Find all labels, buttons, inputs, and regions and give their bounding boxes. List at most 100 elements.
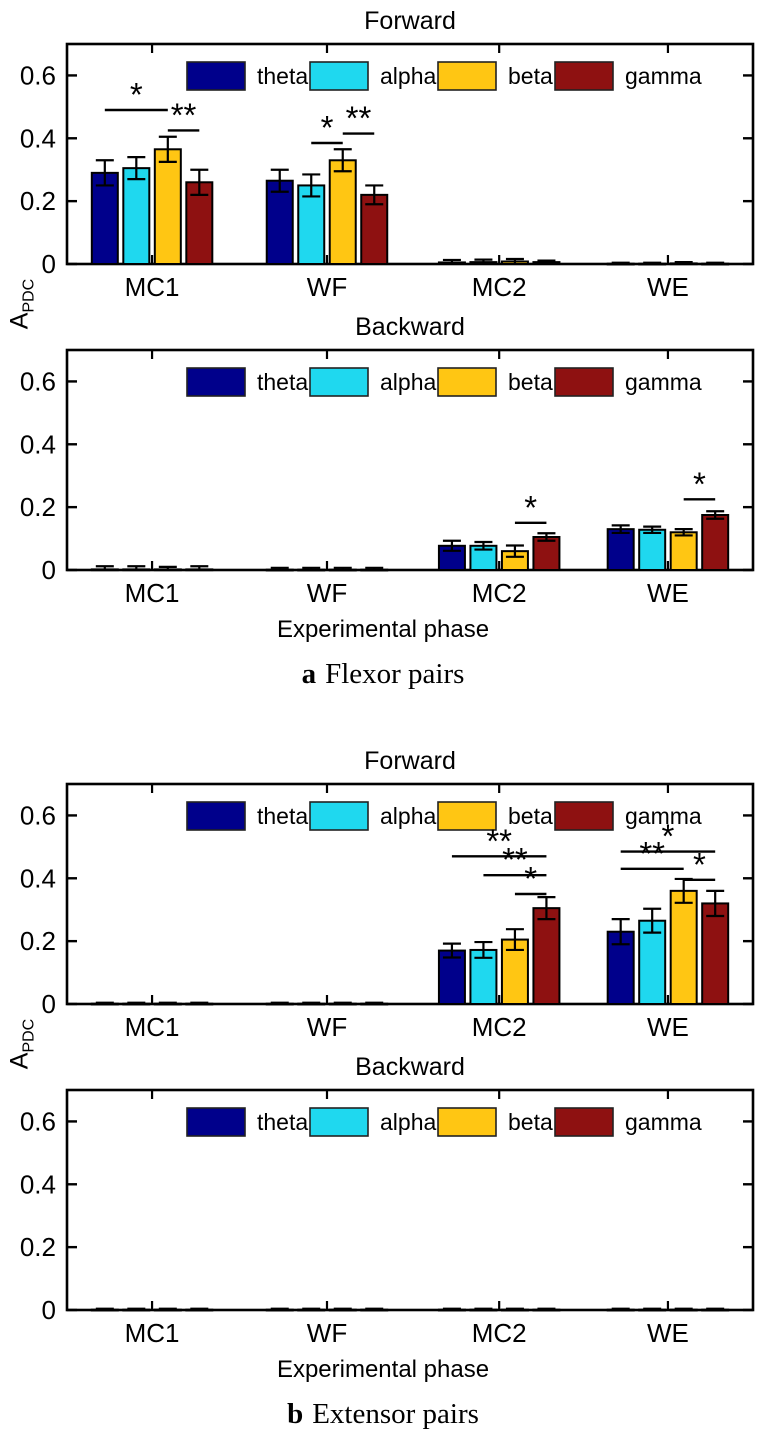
bar-alpha-WF bbox=[297, 184, 326, 265]
y-axis-label-sub: PDC bbox=[20, 1018, 38, 1053]
chart-b-backward: 0 0.2 0.4 0.6 MC1 WF MC2 WE theta alpha beta gamma B… bbox=[20, 1053, 755, 1348]
y-tick-label: 0.6 bbox=[20, 1106, 56, 1136]
chart-title: Forward bbox=[364, 747, 456, 775]
legend-swatch-alpha bbox=[309, 367, 369, 397]
bar-theta-MC1 bbox=[90, 171, 119, 266]
x-category-label: WE bbox=[647, 578, 689, 608]
sig-label: * bbox=[693, 846, 706, 883]
legend-label-beta: beta bbox=[508, 369, 553, 395]
panel-flexor-pairs: APDC 0 0.2 0.4 0.6 MC1 WF MC2 WE theta alpha beta g… bbox=[0, 2, 766, 700]
y-tick-label: 0.2 bbox=[20, 1232, 56, 1262]
panel-a-caption: a Flexor pairs bbox=[0, 658, 766, 700]
bar-alpha-MC1 bbox=[122, 568, 151, 572]
legend-swatch-theta bbox=[186, 61, 246, 91]
legend-label-beta: beta bbox=[508, 63, 553, 89]
x-category-label: WE bbox=[647, 272, 689, 302]
chart-a-forward: 0 0.2 0.4 0.6 MC1 WF MC2 WE theta alpha beta gamma *… bbox=[20, 7, 755, 302]
x-category-label: MC2 bbox=[472, 578, 527, 608]
y-tick-label: 0.4 bbox=[20, 429, 56, 459]
legend-label-theta: theta bbox=[257, 1109, 308, 1135]
y-axis-label: APDC bbox=[6, 279, 39, 329]
sig-label: ** bbox=[639, 835, 665, 872]
panel-b-caption: b Extensor pairs bbox=[0, 1398, 766, 1440]
panel-extensor-pairs: APDC 0 0.2 0.4 0.6 MC1 WF MC2 WE theta alpha beta g… bbox=[0, 742, 766, 1440]
x-axis-label: Experimental phase bbox=[276, 616, 490, 643]
bar-gamma-MC1 bbox=[185, 568, 214, 572]
sig-label: ** bbox=[486, 822, 512, 859]
legend-swatch-gamma bbox=[554, 1107, 614, 1137]
bar-alpha-WF bbox=[297, 568, 326, 572]
x-category-label: WF bbox=[307, 272, 347, 302]
y-tick-label: 0 bbox=[42, 249, 56, 279]
legend-label-theta: theta bbox=[257, 803, 308, 829]
legend-label-alpha: alpha bbox=[380, 1109, 436, 1135]
plot-box bbox=[65, 1088, 755, 1312]
bar-beta-MC1 bbox=[153, 148, 182, 266]
bar-theta-WF bbox=[265, 179, 294, 265]
x-category-label: MC2 bbox=[472, 272, 527, 302]
panel-a-caption-text: Flexor pairs bbox=[325, 658, 465, 690]
sig-label: * bbox=[321, 109, 334, 146]
x-category-label: MC1 bbox=[125, 578, 180, 608]
sig-label: ** bbox=[346, 100, 372, 137]
sig-label: * bbox=[130, 76, 143, 113]
chart-title: Backward bbox=[355, 313, 465, 341]
legend-label-alpha: alpha bbox=[380, 803, 436, 829]
x-axis-label: Experimental phase bbox=[276, 1356, 490, 1383]
y-tick-label: 0.2 bbox=[20, 926, 56, 956]
bar-beta-WE bbox=[669, 889, 698, 1006]
legend-label-beta: beta bbox=[508, 1109, 553, 1135]
bar-gamma-WF bbox=[360, 193, 389, 266]
legend-label-alpha: alpha bbox=[380, 369, 436, 395]
legend-swatch-alpha bbox=[309, 61, 369, 91]
sig-label: * bbox=[662, 818, 675, 855]
y-tick-label: 0 bbox=[42, 1295, 56, 1325]
legend-swatch-theta bbox=[186, 1107, 246, 1137]
x-category-label: WF bbox=[307, 1012, 347, 1042]
y-axis-label-main: A bbox=[5, 312, 34, 330]
bar-gamma-WE bbox=[701, 514, 730, 571]
bar-alpha-WE bbox=[638, 528, 667, 571]
legend-label-gamma: gamma bbox=[625, 803, 702, 829]
sig-label: ** bbox=[171, 96, 197, 133]
bar-beta-WE bbox=[669, 531, 698, 572]
bar-beta-MC1 bbox=[153, 568, 182, 572]
legend-swatch-beta bbox=[437, 1107, 497, 1137]
legend-label-gamma: gamma bbox=[625, 63, 702, 89]
x-category-label: MC1 bbox=[125, 1318, 180, 1348]
x-category-label: WF bbox=[307, 578, 347, 608]
y-tick-label: 0.2 bbox=[20, 492, 56, 522]
y-tick-label: 0.4 bbox=[20, 1169, 56, 1199]
legend-swatch-alpha bbox=[309, 1107, 369, 1137]
y-tick-label: 0.2 bbox=[20, 186, 56, 216]
legend-label-gamma: gamma bbox=[625, 369, 702, 395]
bar-theta-WE bbox=[606, 528, 635, 571]
legend-swatch-gamma bbox=[554, 801, 614, 831]
sig-label: ** bbox=[502, 841, 528, 878]
legend-swatch-beta bbox=[437, 801, 497, 831]
legend-swatch-gamma bbox=[554, 367, 614, 397]
bar-theta-MC2 bbox=[437, 949, 466, 1005]
bar-gamma-WE bbox=[701, 902, 730, 1005]
bar-gamma-WF bbox=[360, 568, 389, 572]
y-axis-label-sub: PDC bbox=[20, 278, 38, 313]
legend-swatch-beta bbox=[437, 367, 497, 397]
x-category-label: WF bbox=[307, 1318, 347, 1348]
sig-label: * bbox=[524, 489, 537, 526]
legend-label-gamma: gamma bbox=[625, 1109, 702, 1135]
y-tick-label: 0 bbox=[42, 989, 56, 1019]
y-tick-label: 0.4 bbox=[20, 123, 56, 153]
y-tick-label: 0.4 bbox=[20, 863, 56, 893]
legend-swatch-beta bbox=[437, 61, 497, 91]
panel-a-caption-letter: a bbox=[301, 658, 317, 690]
chart-a-backward: 0 0.2 0.4 0.6 MC1 WF MC2 WE theta alpha beta gamma *… bbox=[20, 313, 755, 608]
legend-swatch-gamma bbox=[554, 61, 614, 91]
sig-label: * bbox=[524, 860, 537, 897]
legend-label-theta: theta bbox=[257, 63, 308, 89]
legend-label-theta: theta bbox=[257, 369, 308, 395]
bar-gamma-MC2 bbox=[532, 907, 561, 1005]
panel-b-caption-letter: b bbox=[287, 1398, 304, 1430]
x-category-label: MC1 bbox=[125, 272, 180, 302]
